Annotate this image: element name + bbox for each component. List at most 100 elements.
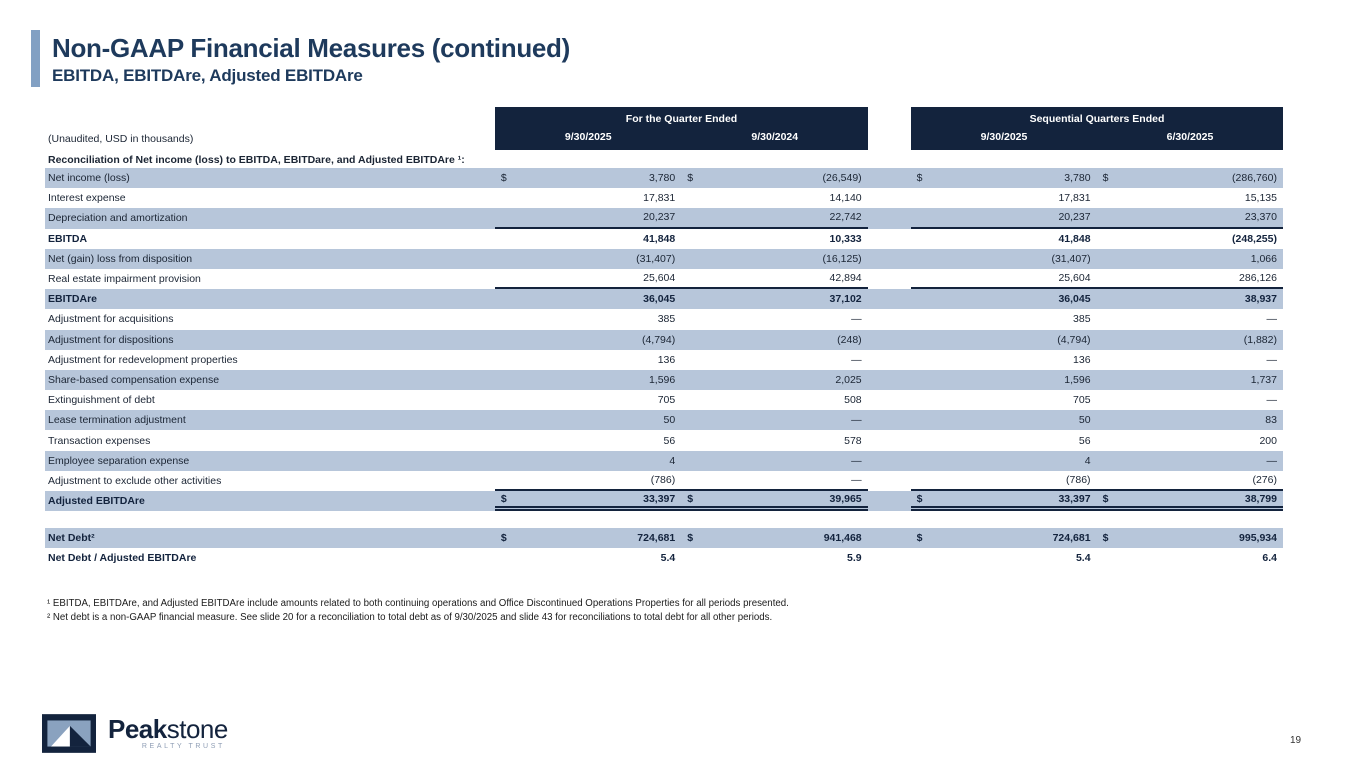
row-value: 286,126 [1239,272,1277,285]
logo-text-stone: stone [166,714,229,744]
row-label: Adjusted EBITDAre [48,495,145,508]
column-group-gap [868,491,911,511]
row-value-cell: $ (286,760) [1097,168,1283,188]
row-label: Lease termination adjustment [48,414,186,427]
column-group-gap [868,410,911,430]
row-value: 38,937 [1244,293,1277,306]
row-value: 136 [1073,353,1091,366]
column-group-gap [868,548,911,568]
row-value-cell: 50 [911,410,1097,430]
row-value: 508 [844,394,862,407]
row-value-cell: 14,140 [681,188,867,208]
column-group-gap [868,229,911,249]
row-value: — [1266,454,1277,467]
net-debt-rows: Net Debt² $724,681 $941,468 $724,681 $995,93… [45,528,1283,568]
row-value: — [1266,353,1277,366]
row-label: EBITDAre [48,293,98,306]
row-value: 3,780 [1064,172,1091,185]
row-value-cell: 37,102 [681,289,867,309]
column-header-date: 9/30/2025 [980,131,1028,143]
row-value: (31,407) [636,252,676,265]
row-value: 724,681 [637,532,676,545]
row-value: 4 [1084,454,1091,467]
row-value: 25,604 [1058,272,1091,285]
footnotes: ¹ EBITDA, EBITDAre, and Adjusted EBITDAr… [47,597,789,624]
table-row: Extinguishment of debt 705 508 705 — [45,390,1283,410]
row-label: Depreciation and amortization [48,212,188,225]
row-label: Adjustment for acquisitions [48,313,174,326]
row-value: 1,737 [1250,373,1277,386]
row-value-cell: 36,045 [911,289,1097,309]
column-header-date: 9/30/2024 [751,131,799,143]
row-value-cell: — [681,471,868,491]
row-value: 578 [844,434,862,447]
row-value-cell: — [681,350,867,370]
row-value-cell: 25,604 [910,269,1097,290]
row-value: 6.4 [1262,552,1277,565]
row-value-cell: 10,333 [681,229,867,249]
row-value: 10,333 [829,232,862,245]
row-label: Adjustment to exclude other activities [48,474,222,487]
column-group-gap [868,451,911,471]
dollar-sign: $ [500,532,507,545]
column-group-gap [868,188,911,208]
row-value-cell: $ (26,549) [681,168,867,188]
table-row: Net Debt² $724,681 $941,468 $724,681 $995,93… [45,528,1283,549]
row-value-cell: (16,125) [681,249,867,269]
row-value-cell: 17,831 [495,188,681,208]
row-value: 941,468 [823,532,862,545]
table-row: Adjustment for acquisitions 385 — 385 — [45,309,1283,329]
row-value-cell: 1,596 [911,370,1097,390]
row-label: Net income (loss) [48,172,130,185]
page-title: Non-GAAP Financial Measures (continued) [52,33,570,63]
row-value: 37,102 [829,293,862,306]
row-value-cell: 1,596 [495,370,681,390]
row-value: 38,799 [1244,492,1277,505]
row-label: Net Debt² [48,532,95,545]
row-value-cell: — [1097,451,1283,471]
row-value-cell: — [681,451,867,471]
row-label: Employee separation expense [48,454,190,467]
table-row: Interest expense 17,831 14,140 17,831 15,135 [45,188,1283,208]
row-value: 17,831 [643,192,676,205]
row-value: (31,407) [1051,252,1091,265]
row-value-cell: — [1097,390,1283,410]
table-row: Adjusted EBITDAre $33,397 $39,965 $33,397 $3… [45,491,1283,512]
row-value: (26,549) [822,172,862,185]
row-label: Net Debt / Adjusted EBITDAre [48,552,197,565]
row-value-cell: 5.4 [495,548,681,568]
financial-table: For the Quarter Ended 9/30/2025 9/30/202… [45,107,1283,569]
row-value-cell: — [681,410,867,430]
table-row: Lease termination adjustment 50 — 50 83 [45,410,1283,431]
row-value-cell: 56 [495,430,681,450]
row-value-cell: (786) [494,471,682,491]
table-header-row: For the Quarter Ended 9/30/2025 9/30/202… [45,107,1283,150]
row-value: 705 [657,394,676,407]
column-group-gap [868,269,911,289]
row-value: (1,882) [1243,333,1277,346]
row-value-cell: — [1097,309,1283,329]
row-value: 23,370 [1244,211,1277,224]
row-value: 50 [663,414,676,427]
page-number: 19 [1290,735,1302,746]
table-row: Adjustment to exclude other activities (7… [45,471,1283,491]
row-value-cell: 41,848 [495,229,681,249]
row-value-cell: 136 [495,350,681,370]
column-group-gap [868,208,911,228]
row-value: 3,780 [648,172,676,185]
row-value: 33,397 [643,492,676,505]
dollar-sign: $ [1102,172,1109,185]
row-value-cell: 5.4 [911,548,1097,568]
row-value-cell: 385 [911,309,1097,329]
row-value: 15,135 [1244,192,1277,205]
row-value: (248) [837,333,862,346]
row-value-cell: $39,965 [681,491,868,512]
row-value-cell: 705 [495,390,681,410]
row-value-cell: (4,794) [911,330,1097,350]
column-header-date: 9/30/2025 [564,131,612,143]
row-value: 22,742 [829,211,862,224]
logo-text-peak: Peak [108,714,167,744]
dollar-sign: $ [500,492,507,505]
dollar-sign: $ [916,532,923,545]
title-accent-bar [31,30,40,87]
